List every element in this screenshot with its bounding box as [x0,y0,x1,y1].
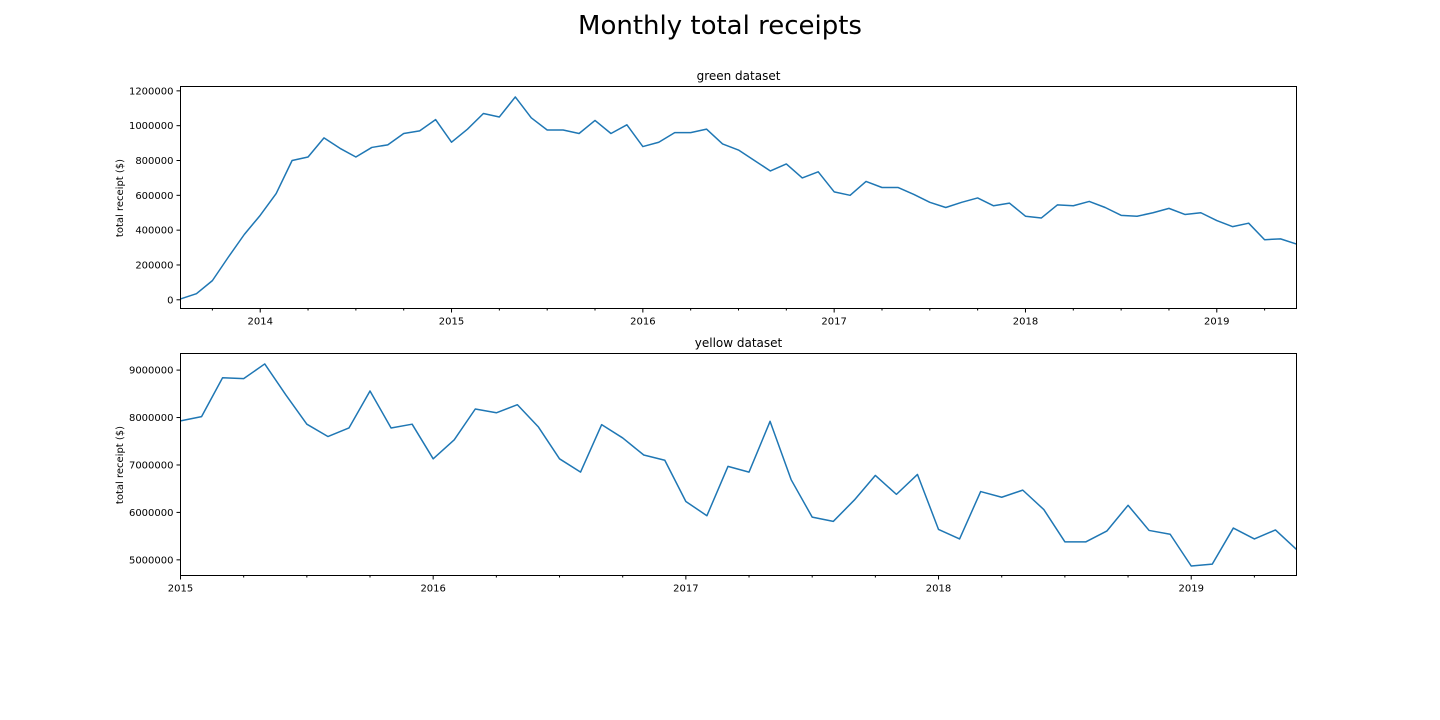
yellow-axis-ticks: 5000000 6000000 7000000 8000000 9000000 2015 2… [129,366,1255,595]
yellow-x-tick-label: 2019 [1178,584,1203,595]
green-x-tick-label: 2018 [1013,317,1038,328]
green-plot-frame [180,86,1297,309]
yellow-x-tick-label: 2018 [926,584,951,595]
yellow-plot-frame [180,353,1297,576]
green-y-tick-label: 400000 [135,226,173,237]
green-x-tick-label: 2015 [439,317,464,328]
yellow-y-tick-label: 6000000 [129,508,174,519]
yellow-x-tick-label: 2015 [168,584,193,595]
yellow-series-line [180,363,1298,567]
green-y-axis-label: total receipt ($) [115,159,126,237]
green-plot-title: green dataset [697,69,781,83]
green-y-tick-label: 1000000 [129,121,174,132]
green-y-tick-label: 1200000 [129,86,174,97]
yellow-y-tick-label: 7000000 [129,460,174,471]
green-x-tick-label: 2016 [630,317,655,328]
yellow-y-tick-label: 5000000 [129,555,174,566]
yellow-y-tick-label: 9000000 [129,366,174,377]
green-y-tick-label: 0 [167,295,173,306]
yellow-y-tick-label: 8000000 [129,413,174,424]
yellow-x-tick-label: 2016 [420,584,445,595]
green-x-tick-label: 2017 [821,317,846,328]
green-series-lines [180,96,1297,300]
yellow-y-axis-label: total receipt ($) [115,426,126,504]
green-dataset-plot: green dataset total receipt ($) 0 200000 4… [115,69,1297,328]
green-y-tick-label: 800000 [135,156,173,167]
figure-title: Monthly total receipts [578,11,862,41]
yellow-series-lines [180,363,1298,567]
green-y-tick-label: 200000 [135,260,173,271]
green-x-tick-label: 2019 [1204,317,1229,328]
green-series-line [180,96,1297,300]
yellow-plot-title: yellow dataset [695,336,783,350]
yellow-dataset-plot: yellow dataset total receipt ($) 5000000… [115,336,1298,595]
green-y-tick-label: 600000 [135,191,173,202]
yellow-x-tick-label: 2017 [673,584,698,595]
green-x-tick-label: 2014 [247,317,272,328]
green-axis-ticks: 0 200000 400000 600000 800000 1000000 1200000 2… [129,86,1266,328]
